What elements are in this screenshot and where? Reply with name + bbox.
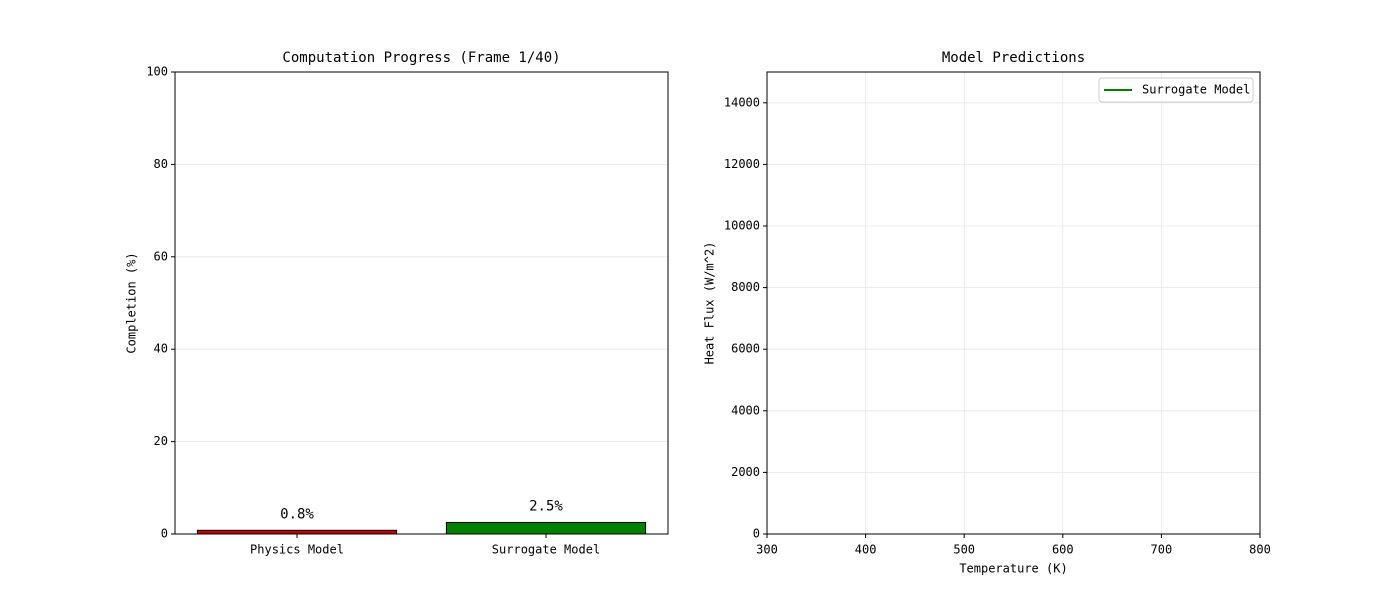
value-label: 2.5% bbox=[529, 498, 563, 514]
x-tick-label: 800 bbox=[1249, 543, 1271, 557]
y-tick-label: 20 bbox=[154, 434, 168, 448]
chart-title: Model Predictions bbox=[942, 50, 1085, 66]
y-tick-label: 12000 bbox=[724, 157, 760, 171]
y-tick-label: 40 bbox=[154, 342, 168, 356]
y-tick-label: 2000 bbox=[731, 465, 760, 479]
y-tick-label: 0 bbox=[161, 527, 168, 541]
chart-title: Computation Progress (Frame 1/40) bbox=[282, 50, 560, 66]
axes-frame bbox=[174, 71, 669, 535]
y-tick-label: 8000 bbox=[731, 280, 760, 294]
bar bbox=[445, 521, 647, 535]
x-tick-label: 400 bbox=[855, 543, 877, 557]
x-tick-label: Physics Model bbox=[250, 543, 344, 557]
axes-frame bbox=[766, 71, 1261, 535]
y-tick-label: 10000 bbox=[724, 219, 760, 233]
y-tick-label: 80 bbox=[154, 157, 168, 171]
legend-label: Surrogate Model bbox=[1142, 83, 1250, 97]
y-tick-label: 6000 bbox=[731, 342, 760, 356]
y-axis-label: Completion (%) bbox=[125, 252, 139, 353]
y-tick-label: 14000 bbox=[724, 95, 760, 109]
x-tick-label: 300 bbox=[756, 543, 778, 557]
legend-box bbox=[1098, 77, 1254, 103]
x-tick-label: 500 bbox=[953, 543, 975, 557]
y-axis-label: Heat Flux (W/m^2) bbox=[703, 242, 717, 365]
x-tick-label: Surrogate Model bbox=[492, 543, 600, 557]
y-tick-label: 0 bbox=[753, 527, 760, 541]
y-tick-label: 4000 bbox=[731, 403, 760, 417]
bar bbox=[196, 529, 398, 535]
x-axis-label: Temperature (K) bbox=[959, 562, 1067, 576]
x-tick-label: 700 bbox=[1151, 543, 1173, 557]
x-tick-label: 600 bbox=[1052, 543, 1074, 557]
y-tick-label: 100 bbox=[146, 65, 168, 79]
y-tick-label: 60 bbox=[154, 249, 168, 263]
value-label: 0.8% bbox=[280, 506, 314, 522]
